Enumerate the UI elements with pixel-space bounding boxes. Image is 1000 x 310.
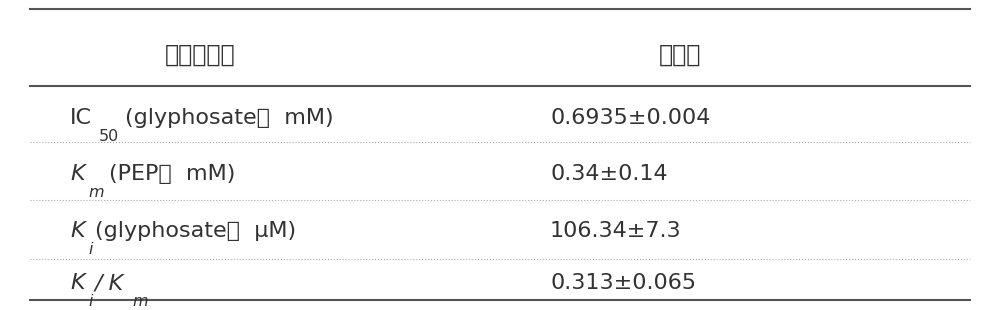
Text: 测定值: 测定值 [659,43,701,67]
Text: 0.34±0.14: 0.34±0.14 [550,165,668,184]
Text: K: K [70,273,85,293]
Text: 动力学参数: 动力学参数 [165,43,235,67]
Text: i: i [89,242,93,257]
Text: 106.34±7.3: 106.34±7.3 [550,221,682,241]
Text: i: i [89,294,93,309]
Text: m: m [132,294,148,309]
Text: (glyphosate；  mM): (glyphosate； mM) [125,108,333,128]
Text: IC: IC [70,108,92,128]
Text: 0.6935±0.004: 0.6935±0.004 [550,108,710,128]
Text: (PEP；  mM): (PEP； mM) [109,165,235,184]
Text: (glyphosate；  μM): (glyphosate； μM) [95,221,296,241]
Text: K: K [70,221,85,241]
Text: / K: / K [95,273,124,293]
Text: K: K [70,165,85,184]
Text: m: m [89,185,104,200]
Text: 0.313±0.065: 0.313±0.065 [550,273,696,293]
Text: 50: 50 [98,129,119,144]
